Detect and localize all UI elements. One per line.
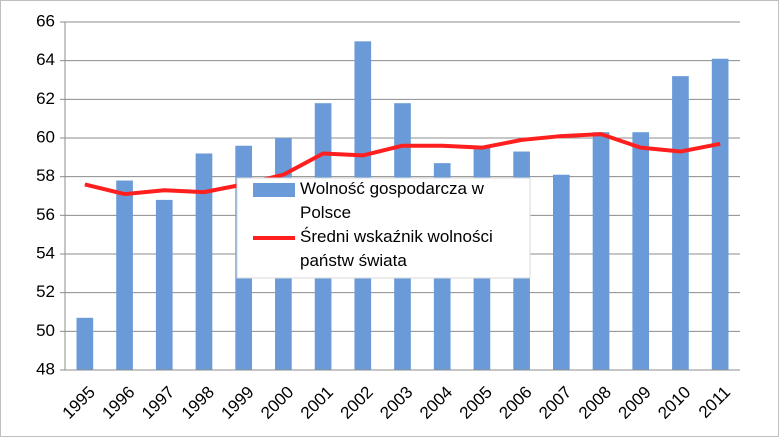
bar: [592, 132, 610, 370]
bar: [116, 180, 133, 370]
line: [84, 132, 721, 197]
y-tick-label: 58: [36, 166, 55, 185]
legend-swatch: [253, 183, 295, 197]
legend-label: Wolność gospodarcza w Polsce: [300, 179, 485, 222]
y-tick-label: 64: [36, 50, 55, 69]
bar: [155, 199, 173, 370]
y-tick-label: 50: [36, 321, 55, 340]
legend-line: Polsce: [300, 203, 351, 222]
y-tick-label: 60: [36, 127, 55, 146]
bar: [552, 174, 570, 370]
bar: [76, 317, 94, 370]
legend-line: państw świata: [300, 251, 407, 270]
y-tick-label: 56: [36, 205, 55, 224]
bar: [672, 76, 689, 370]
y-tick-label: 62: [36, 89, 55, 108]
legend-line: Średni wskaźnik wolności: [300, 227, 493, 246]
legend-label: Średni wskaźnik wolności państw świata: [300, 227, 493, 270]
y-tick-label: 48: [36, 359, 55, 378]
bar: [632, 132, 650, 370]
y-tick-label: 52: [36, 282, 55, 301]
y-tick-label: 54: [36, 243, 55, 262]
y-tick-label: 66: [36, 11, 55, 30]
bar: [711, 58, 729, 370]
legend-line: Wolność gospodarcza w: [300, 179, 485, 198]
bar: [195, 153, 213, 370]
